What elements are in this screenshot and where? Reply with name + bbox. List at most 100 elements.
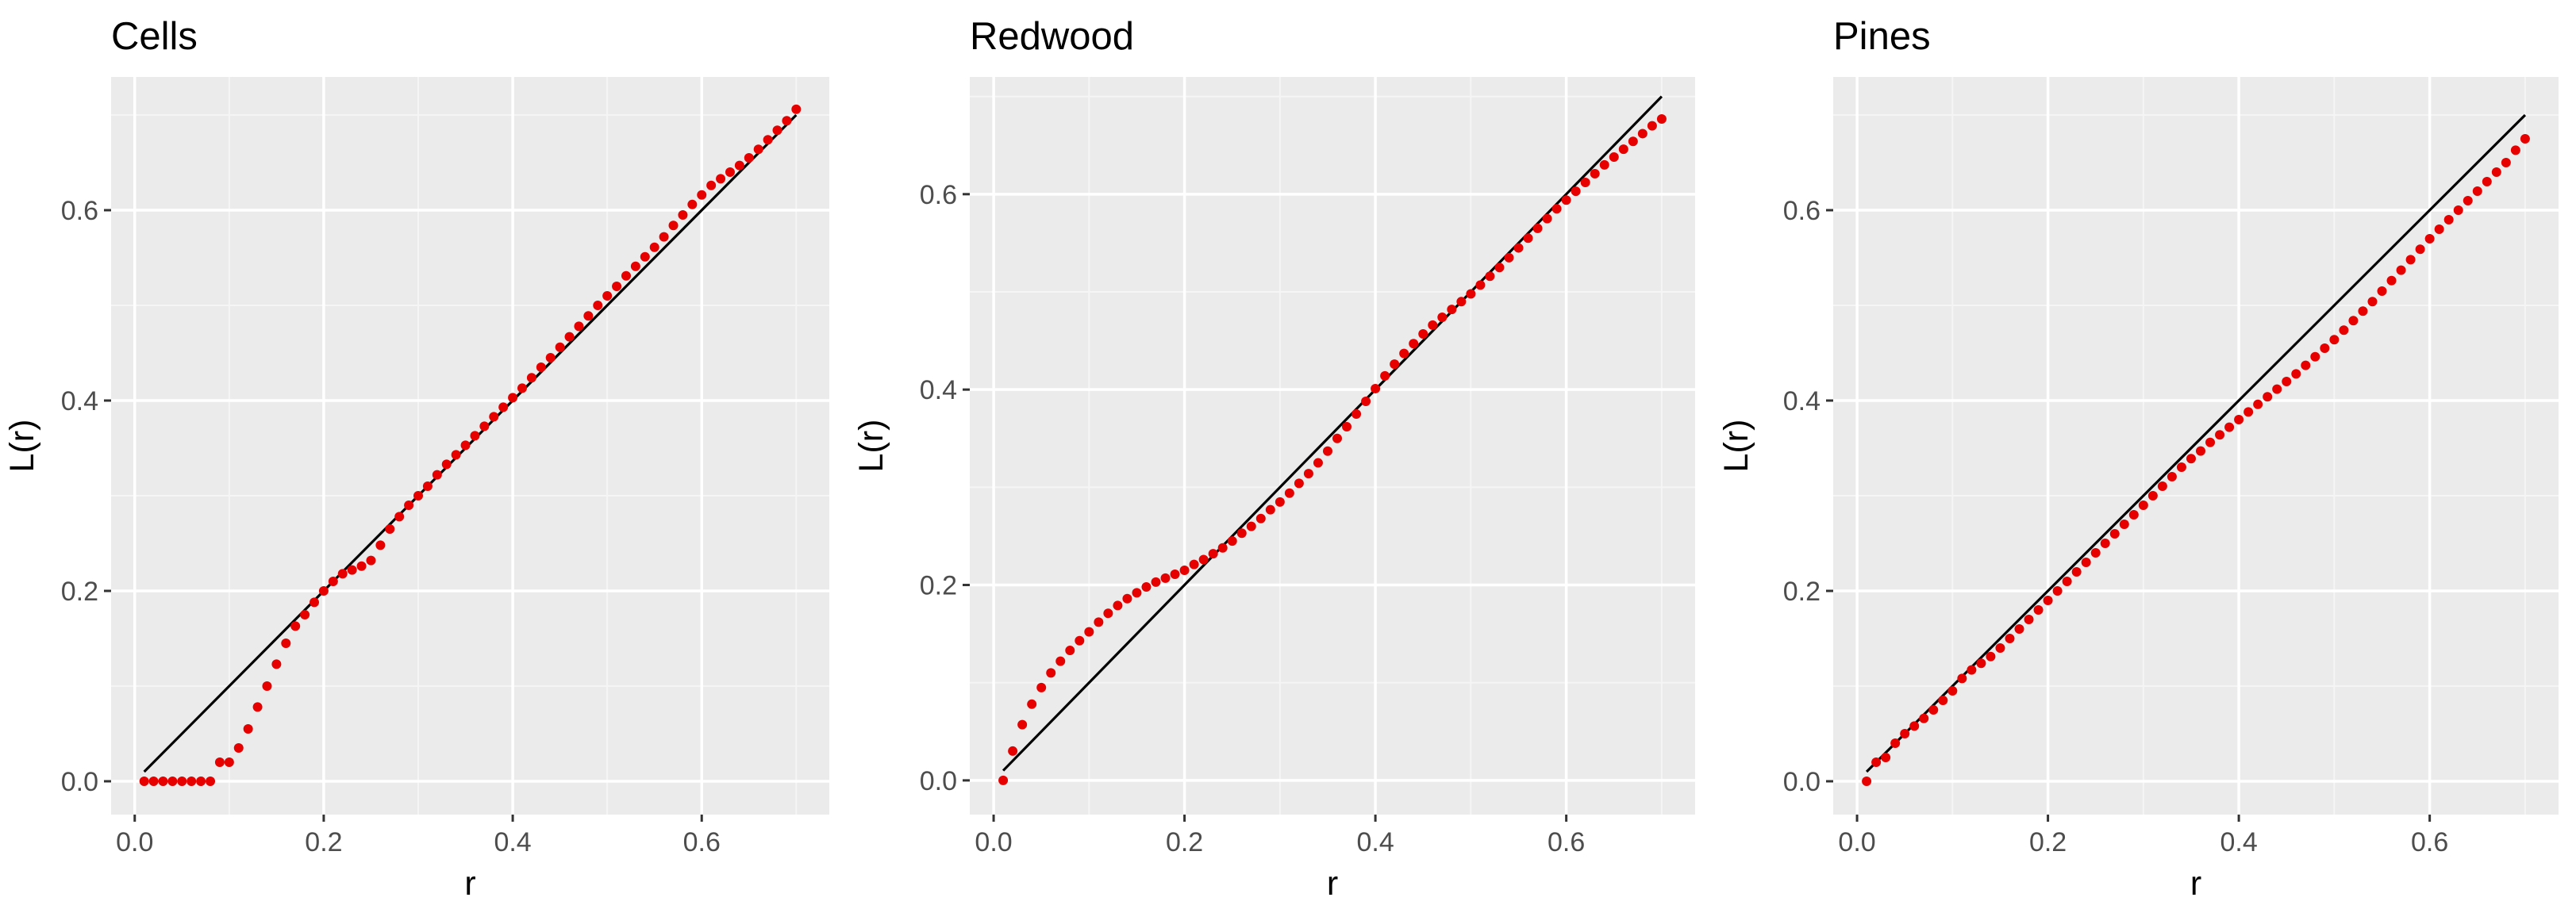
y-tick-label: 0.0 (61, 767, 98, 797)
data-point (1075, 635, 1085, 646)
data-point (1957, 673, 1967, 684)
data-point (2014, 624, 2024, 634)
data-point (1995, 643, 2005, 653)
data-point (1513, 243, 1524, 253)
data-point (1637, 128, 1647, 139)
data-point (1036, 682, 1047, 692)
data-point (602, 291, 613, 301)
data-point (2005, 634, 2015, 643)
reference-line (143, 113, 798, 773)
panel-1: 0.0 0.2 0.4 0.6 0.0 0.2 0.4 0.6 Cells r L(r) (3, 15, 829, 903)
data-point (1656, 113, 1667, 124)
data-point (649, 242, 659, 252)
data-point (1871, 757, 1882, 767)
data-point (2415, 244, 2425, 255)
data-point (687, 199, 698, 209)
data-point (2520, 134, 2530, 144)
data-point (1065, 646, 1075, 656)
data-point (772, 125, 782, 136)
data-point (753, 144, 763, 155)
data-point (2234, 415, 2244, 424)
data-point (479, 421, 490, 431)
panel-2: 0.0 0.2 0.4 0.6 0.0 0.2 0.4 0.6 Redwood r L(r) (852, 15, 1695, 903)
data-point (489, 412, 499, 422)
data-point (1027, 699, 1037, 709)
data-point (2196, 446, 2206, 456)
data-point (2272, 384, 2282, 394)
data-point (498, 402, 509, 412)
data-point (337, 569, 348, 579)
panel-background (970, 77, 1695, 815)
data-point (1103, 608, 1113, 619)
data-point (1618, 144, 1628, 155)
data-point (2119, 520, 2129, 529)
data-point (186, 777, 197, 786)
data-point (2453, 205, 2463, 215)
data-point (2205, 437, 2216, 447)
data-point (526, 373, 536, 383)
data-point (782, 116, 792, 126)
data-point (1275, 497, 1285, 507)
x-tick-label: 0.2 (1166, 827, 1203, 857)
x-tick-label: 0.6 (2411, 827, 2448, 857)
data-point (1428, 320, 1438, 330)
y-tick-label: 0.4 (920, 375, 957, 405)
data-point (1485, 271, 1495, 282)
data-point (1151, 577, 1161, 587)
data-point (1599, 159, 1609, 170)
data-point (451, 450, 461, 460)
data-point (1017, 719, 1028, 730)
data-point (1160, 573, 1171, 583)
data-point (2024, 615, 2034, 624)
data-point (1227, 536, 1237, 546)
data-point (1542, 213, 1552, 224)
y-tick-label: 0.6 (920, 180, 957, 210)
data-point (177, 777, 187, 786)
data-point (1399, 348, 1409, 359)
data-point (1094, 617, 1104, 627)
data-point (2109, 529, 2120, 539)
panel-title: Pines (1833, 15, 1931, 58)
data-point (2043, 596, 2053, 605)
data-point (1900, 729, 1910, 738)
data-point (1141, 581, 1152, 592)
data-point (1170, 569, 1180, 579)
data-point (2090, 548, 2101, 558)
data-point (1284, 488, 1294, 498)
data-point (1580, 178, 1590, 188)
data-point (716, 174, 726, 184)
data-point (158, 777, 168, 786)
data-point (1113, 600, 1123, 611)
data-point (612, 282, 622, 291)
data-point (167, 777, 178, 786)
data-point (2071, 567, 2082, 577)
x-tick-label: 0.0 (116, 827, 153, 857)
reference-line (1002, 95, 1663, 772)
data-point (2510, 145, 2520, 155)
data-point (328, 577, 338, 586)
data-point (1332, 433, 1343, 443)
data-point (2138, 500, 2148, 510)
data-point (2348, 316, 2359, 326)
data-point (1976, 658, 1986, 669)
data-point (1561, 195, 1571, 205)
data-point (271, 659, 282, 669)
data-point (1208, 549, 1218, 559)
data-point (1418, 328, 1428, 339)
data-point (385, 524, 395, 534)
data-point (1967, 665, 1977, 675)
data-point (1551, 204, 1562, 214)
data-point (243, 724, 253, 734)
data-point (441, 459, 452, 470)
data-point (148, 777, 159, 786)
y-tick-label: 0.2 (61, 577, 98, 607)
y-axis-title: L(r) (3, 420, 41, 473)
x-tick-label: 0.6 (683, 827, 721, 857)
x-axis-title: r (464, 865, 475, 903)
x-axis-title: r (1327, 865, 1338, 903)
data-point (1909, 721, 1920, 731)
data-point (734, 160, 744, 171)
data-point (2147, 491, 2158, 500)
data-point (2443, 215, 2454, 224)
y-tick-label: 0.2 (1783, 577, 1821, 607)
